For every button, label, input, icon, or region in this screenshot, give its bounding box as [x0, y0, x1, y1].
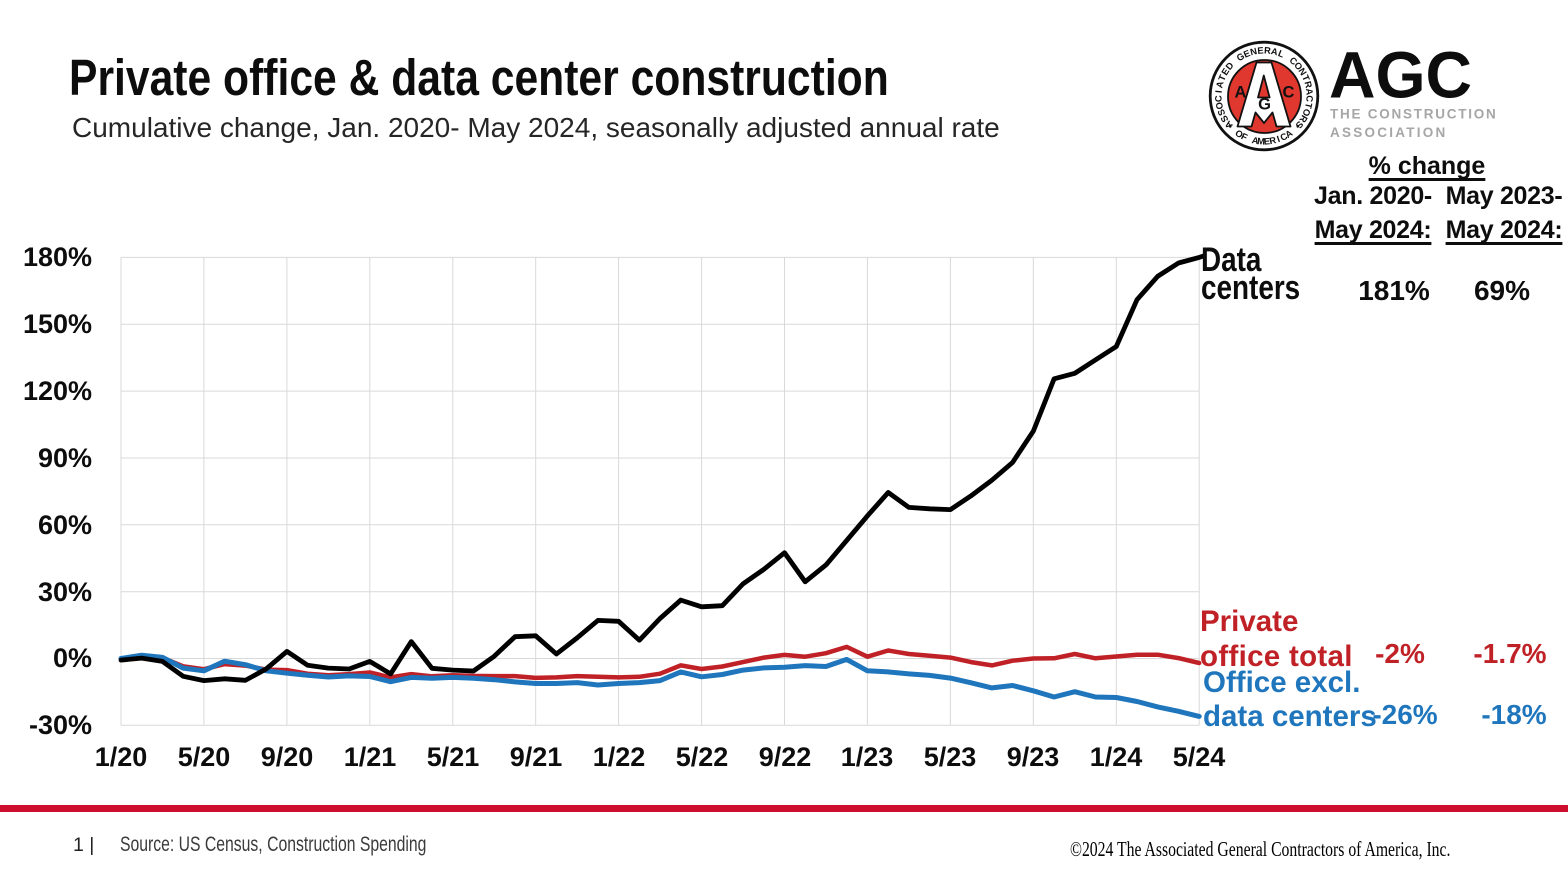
svg-text:T: T [1303, 101, 1314, 109]
svg-text:N: N [1249, 46, 1258, 57]
svg-text:E: E [1264, 136, 1271, 146]
svg-text:S: S [1216, 107, 1228, 116]
svg-text:AGC: AGC [1329, 37, 1472, 111]
svg-text:G: G [1235, 50, 1246, 62]
svg-text:F: F [1239, 131, 1249, 143]
svg-text:I: I [1214, 89, 1224, 93]
svg-text:O: O [1214, 101, 1225, 110]
svg-text:C: C [1213, 94, 1223, 102]
svg-text:R: R [1297, 113, 1309, 124]
svg-text:N: N [1296, 66, 1308, 77]
svg-text:A: A [1304, 87, 1315, 95]
svg-text:O: O [1233, 127, 1245, 139]
svg-text:R: R [1269, 135, 1278, 146]
svg-text:S: S [1219, 113, 1231, 123]
svg-text:I: I [1276, 133, 1282, 143]
svg-text:D: D [1224, 60, 1236, 72]
svg-text:C: C [1279, 130, 1290, 142]
svg-text:A: A [1222, 118, 1234, 130]
svg-text:E: E [1220, 66, 1232, 77]
svg-text:A: A [1214, 79, 1225, 88]
svg-text:L: L [1277, 48, 1286, 60]
svg-text:E: E [1242, 48, 1252, 60]
svg-text:E: E [1257, 45, 1264, 55]
svg-text:A: A [1251, 135, 1260, 146]
svg-text:C: C [1304, 95, 1314, 103]
svg-text:R: R [1264, 45, 1272, 56]
svg-text:R: R [1302, 80, 1313, 89]
svg-text:A: A [1283, 127, 1294, 139]
svg-text:THE CONSTRUCTION: THE CONSTRUCTION [1330, 106, 1498, 121]
svg-text:C: C [1283, 83, 1295, 101]
svg-text:•: • [1225, 121, 1235, 130]
svg-text:•: • [1293, 121, 1303, 130]
svg-text:G: G [1258, 95, 1271, 113]
svg-text:O: O [1300, 107, 1312, 117]
svg-text:A: A [1235, 83, 1247, 101]
svg-text:S: S [1294, 119, 1306, 130]
svg-text:T: T [1300, 73, 1312, 82]
svg-text:T: T [1216, 73, 1228, 82]
svg-text:M: M [1257, 136, 1266, 146]
svg-text:A: A [1270, 46, 1279, 57]
svg-text:ASSOCIATION: ASSOCIATION [1330, 125, 1448, 140]
svg-text:C: C [1287, 55, 1299, 67]
